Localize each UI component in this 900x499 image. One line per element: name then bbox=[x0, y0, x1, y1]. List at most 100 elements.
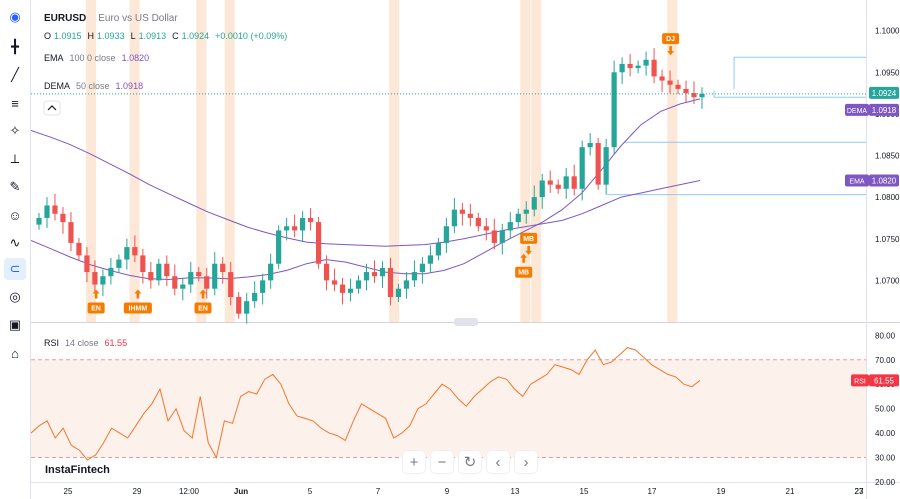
candle bbox=[164, 255, 170, 287]
watermark: InstaFintech bbox=[45, 464, 110, 476]
candle bbox=[491, 218, 497, 250]
candle-body bbox=[284, 226, 290, 231]
lock-icon[interactable]: ▣ bbox=[4, 314, 26, 336]
candle bbox=[156, 258, 162, 286]
candle bbox=[284, 217, 290, 241]
candle-body bbox=[124, 247, 130, 260]
logo-icon[interactable]: ◉ bbox=[4, 6, 26, 28]
marker-arrow-down bbox=[667, 46, 675, 56]
ohlc-key: L bbox=[131, 31, 136, 41]
candle-body bbox=[196, 272, 202, 277]
highlight-band bbox=[86, 0, 97, 322]
marker: EN bbox=[87, 289, 105, 314]
candle-body bbox=[555, 184, 561, 189]
ema-tag: EMA 1.0820 bbox=[845, 174, 899, 187]
candle bbox=[475, 212, 481, 232]
candle bbox=[603, 138, 609, 195]
cursor-icon[interactable]: ╋ bbox=[4, 36, 26, 58]
zoom-in-button[interactable]: + bbox=[403, 451, 425, 473]
eye-icon[interactable]: ◎ bbox=[4, 286, 26, 308]
emoji-icon[interactable]: ☺ bbox=[4, 204, 26, 226]
candle bbox=[411, 260, 418, 288]
candle-body bbox=[116, 259, 122, 268]
candle-body bbox=[691, 93, 697, 98]
candle bbox=[483, 217, 489, 241]
candle bbox=[515, 208, 521, 228]
candle bbox=[579, 140, 585, 201]
symbol: EURUSD bbox=[44, 13, 86, 24]
marker: IHMM bbox=[123, 289, 152, 314]
time-label: 9 bbox=[445, 487, 450, 496]
marker-label: MB bbox=[518, 270, 529, 277]
price-axis: 1.10001.09501.09001.08501.08001.07501.07… bbox=[845, 27, 900, 487]
price-tick-label: 1.0800 bbox=[875, 193, 900, 202]
marker-arrow-up bbox=[92, 289, 100, 299]
ohlc-value: 1.0915 bbox=[54, 31, 82, 41]
candle-body bbox=[76, 242, 82, 256]
ohlc-key: H bbox=[88, 31, 95, 41]
home-icon[interactable]: ⌂ bbox=[4, 342, 26, 364]
change-value: +0.0010 (+0.09%) bbox=[215, 31, 287, 41]
last-price-tag: 1.0924 bbox=[869, 86, 899, 99]
trend-line-icon-glyph: ╱ bbox=[11, 67, 19, 82]
candle-body bbox=[36, 217, 42, 225]
candle bbox=[52, 193, 58, 221]
candle bbox=[651, 48, 657, 84]
dema-value: 1.0918 bbox=[116, 81, 144, 91]
marker-box bbox=[87, 302, 105, 314]
candle-body bbox=[60, 213, 66, 223]
candle bbox=[76, 237, 82, 261]
scroll-left-button[interactable]: ‹ bbox=[487, 451, 509, 473]
candle-body bbox=[651, 59, 657, 77]
candle-body bbox=[675, 84, 681, 89]
forecast-icon[interactable]: ∿ bbox=[4, 232, 26, 254]
highlight-band bbox=[224, 0, 235, 322]
ema-line bbox=[31, 130, 701, 247]
candle-body bbox=[539, 180, 545, 198]
marker: EN bbox=[194, 289, 212, 314]
grid bbox=[31, 0, 900, 499]
home-icon-glyph: ⌂ bbox=[11, 345, 19, 361]
brush-icon[interactable]: ✎ bbox=[4, 176, 26, 198]
candle bbox=[60, 207, 66, 234]
candle-body bbox=[84, 255, 90, 273]
price-levels bbox=[607, 56, 866, 196]
candle-body bbox=[475, 217, 481, 227]
candle-body bbox=[395, 288, 402, 298]
collapse-legend-button[interactable] bbox=[43, 100, 61, 116]
trend-line-icon[interactable]: ╱ bbox=[4, 64, 26, 86]
marker-label: IHMM bbox=[129, 306, 148, 313]
candle-body bbox=[451, 209, 457, 227]
ema-series bbox=[31, 130, 701, 247]
candle-body bbox=[339, 284, 346, 293]
candle bbox=[419, 257, 426, 284]
candle bbox=[499, 223, 505, 255]
ohlc-value: 1.0933 bbox=[97, 31, 125, 41]
marker-label: EN bbox=[91, 306, 101, 313]
reset-button[interactable]: ↻ bbox=[459, 451, 481, 473]
candle bbox=[307, 207, 314, 231]
candle bbox=[292, 214, 298, 238]
measure-icon[interactable]: ⟂ bbox=[4, 148, 26, 170]
candle-body bbox=[204, 276, 210, 289]
rsi-params: 14 close bbox=[65, 338, 99, 348]
candle bbox=[331, 268, 338, 292]
candle bbox=[236, 292, 242, 319]
candle-body bbox=[627, 63, 633, 69]
candle bbox=[507, 212, 513, 239]
candle bbox=[547, 170, 553, 193]
rsi-tick-label: 30.00 bbox=[875, 454, 896, 463]
highlight-band bbox=[129, 0, 140, 322]
fib-icon[interactable]: ≡ bbox=[4, 92, 26, 114]
zoom-out-button[interactable]: − bbox=[431, 451, 453, 473]
marker-arrow-up bbox=[134, 289, 142, 299]
candle-body bbox=[507, 222, 513, 231]
pattern-icon[interactable]: ✧ bbox=[4, 120, 26, 142]
scroll-right-button[interactable]: › bbox=[515, 451, 537, 473]
magnet-icon[interactable]: ⊂ bbox=[4, 258, 26, 280]
time-label: 13 bbox=[511, 487, 520, 496]
highlight-band bbox=[667, 0, 678, 322]
candle bbox=[387, 257, 394, 306]
candle-body bbox=[236, 297, 242, 314]
